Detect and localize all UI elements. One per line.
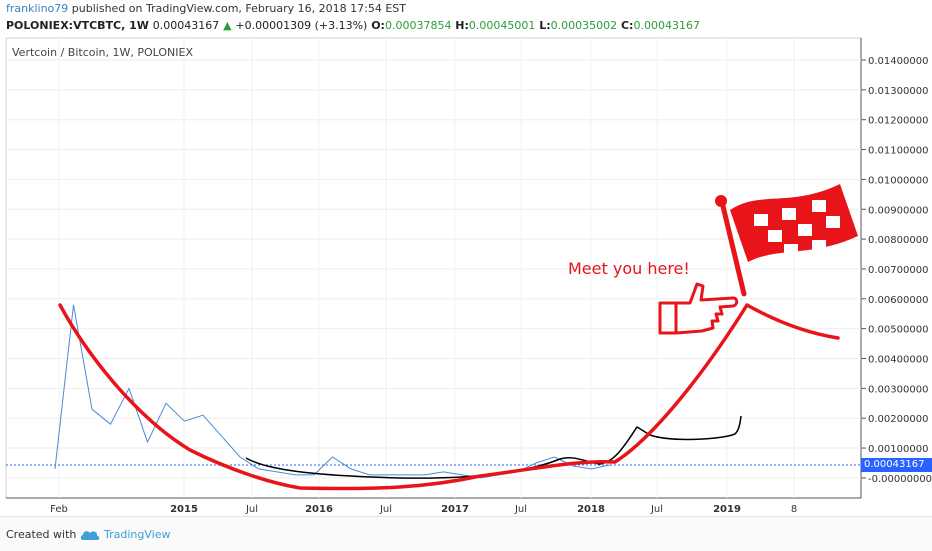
red-curve-drawing <box>58 303 840 491</box>
price-tick-label: 0.00800000 <box>868 235 928 246</box>
price-tick-label: 0.00600000 <box>868 295 928 306</box>
time-tick-label: Jul <box>379 504 392 515</box>
chart-title: Vertcoin / Bitcoin, 1W, POLONIEX <box>12 46 194 59</box>
price-tick-label: 0.00700000 <box>868 265 928 276</box>
price-tick-label: 0.00100000 <box>868 444 928 455</box>
price-tick-label: 0.00900000 <box>868 205 928 216</box>
open-label: O: <box>371 19 385 32</box>
created-with-label: Created with <box>6 528 77 541</box>
price-chart[interactable]: 0.01400000 0.01300000 0.01200000 0.01100000… <box>0 35 932 515</box>
price-tick-label: 0.01200000 <box>868 116 928 127</box>
low-label: L: <box>539 19 551 32</box>
price-tick-label: 0.01400000 <box>868 56 928 67</box>
time-tick-label: Jul <box>245 504 258 515</box>
chart-frame <box>5 37 862 499</box>
price-tick-label: 0.00300000 <box>868 384 928 395</box>
symbol-bar: POLONIEX:VTCBTC, 1W 0.00043167 ▲ +0.0000… <box>6 19 700 32</box>
high-label: H: <box>455 19 469 32</box>
price-tick-label: 0.00200000 <box>868 414 928 425</box>
high-value: 0.00045001 <box>468 19 536 32</box>
price-tick-label: 0.01000000 <box>868 175 928 186</box>
price-tick-label: 0.00500000 <box>868 325 928 336</box>
price-tick-label: -0.00000000 <box>868 474 932 485</box>
time-tick-label: Jul <box>650 504 663 515</box>
tradingview-cloud-icon <box>80 531 100 540</box>
close-value: 0.00043167 <box>633 19 700 32</box>
open-value: 0.00037854 <box>384 19 452 32</box>
price-tick-label: 0.00400000 <box>868 355 928 366</box>
time-tick-label: 8 <box>791 504 797 515</box>
time-tick-label: 2018 <box>577 504 605 515</box>
checkered-flag-icon <box>715 184 858 297</box>
time-tick-label: Jul <box>514 504 527 515</box>
time-tick-label: 2015 <box>170 504 198 515</box>
publish-info: franklino79 published on TradingView.com… <box>6 2 406 15</box>
up-arrow-icon: ▲ <box>223 19 232 32</box>
last-price: 0.00043167 <box>152 19 220 32</box>
author-link[interactable]: franklino79 <box>6 2 69 15</box>
symbol-label: POLONIEX:VTCBTC, 1W <box>6 19 149 32</box>
annotation-text: Meet you here! <box>568 259 690 278</box>
footer-bar <box>0 516 932 551</box>
time-tick-label: 2019 <box>713 504 741 515</box>
price-tick-label: 0.01300000 <box>868 86 928 97</box>
pointing-hand-icon <box>658 282 739 335</box>
tradingview-brand-link[interactable]: TradingView <box>104 528 171 541</box>
publish-text: published on TradingView.com, February 1… <box>71 2 406 15</box>
time-tick-label: Feb <box>50 504 68 515</box>
low-value: 0.00035002 <box>550 19 618 32</box>
price-tick-label: 0.01100000 <box>868 146 928 157</box>
current-price-tag: 0.00043167 <box>861 458 932 472</box>
close-label: C: <box>620 19 634 32</box>
time-axis: Feb 2015 Jul 2016 Jul 2017 Jul 2018 Jul 2019 8 <box>50 38 797 515</box>
price-change: +0.00001309 (+3.13%) <box>235 19 368 32</box>
time-tick-label: 2016 <box>305 504 333 515</box>
time-tick-label: 2017 <box>441 504 469 515</box>
